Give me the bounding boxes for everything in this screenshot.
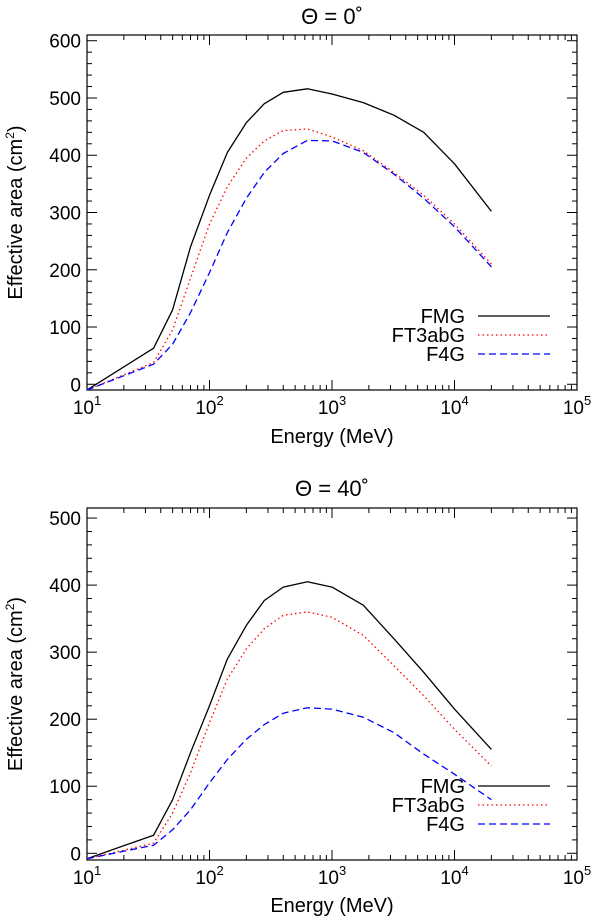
- plot-frame: [86, 507, 578, 861]
- plot-frame: [86, 34, 578, 391]
- legend-label: FMG: [421, 776, 465, 798]
- legend-label: F4G: [426, 814, 465, 836]
- x-tick-label: 104: [440, 863, 468, 889]
- y-tick-label: 100: [49, 777, 81, 798]
- y-tick-label: 300: [49, 643, 81, 664]
- legend-label: FT3abG: [392, 795, 465, 817]
- x-tick-label: 102: [195, 393, 223, 419]
- legend-label: FMG: [421, 306, 465, 328]
- series-line-ft3abg: [86, 611, 492, 860]
- x-axis-label: Energy (MeV): [270, 895, 393, 917]
- y-axis-label: Effective area (cm2): [3, 125, 27, 299]
- series-line-fmg: [86, 581, 492, 860]
- x-tick-label: 101: [73, 863, 101, 889]
- series-line-fmg: [86, 88, 492, 391]
- y-tick-label: 0: [70, 844, 81, 865]
- y-tick-label: 400: [49, 576, 81, 597]
- x-axis-label: Energy (MeV): [270, 426, 393, 448]
- y-tick-label: 500: [49, 89, 81, 110]
- x-tick-label: 105: [563, 863, 591, 889]
- y-tick-label: 500: [49, 509, 81, 530]
- y-tick-label: 200: [49, 710, 81, 731]
- series-line-ft3abg: [86, 128, 492, 391]
- x-tick-label: 103: [318, 393, 346, 419]
- chart-1: 101 102 103 104 105 0 100 200 300 400 500 600 Θ = 0˚…: [3, 4, 591, 448]
- legend-label: FT3abG: [392, 325, 465, 347]
- x-tick-label: 104: [440, 393, 468, 419]
- y-tick-label: 200: [49, 261, 81, 282]
- y-tick-label: 100: [49, 318, 81, 339]
- series-line-f4g: [86, 707, 492, 860]
- x-tick-label: 102: [195, 863, 223, 889]
- x-tick-label: 101: [73, 393, 101, 419]
- chart-title: Θ = 40˚: [295, 476, 369, 501]
- y-tick-label: 400: [49, 146, 81, 167]
- y-tick-label: 0: [70, 375, 81, 396]
- y-tick-label: 300: [49, 204, 81, 225]
- x-tick-label: 105: [563, 393, 591, 419]
- series-line-f4g: [86, 139, 492, 391]
- chart-2: 101 102 103 104 105 0 100 200 300 400 500 Θ = 40˚ En…: [3, 476, 591, 917]
- y-axis-label: Effective area (cm2): [3, 597, 27, 771]
- y-tick-label: 600: [49, 32, 81, 53]
- legend-label: F4G: [426, 344, 465, 366]
- chart-title: Θ = 0˚: [301, 4, 363, 29]
- x-tick-label: 103: [318, 863, 346, 889]
